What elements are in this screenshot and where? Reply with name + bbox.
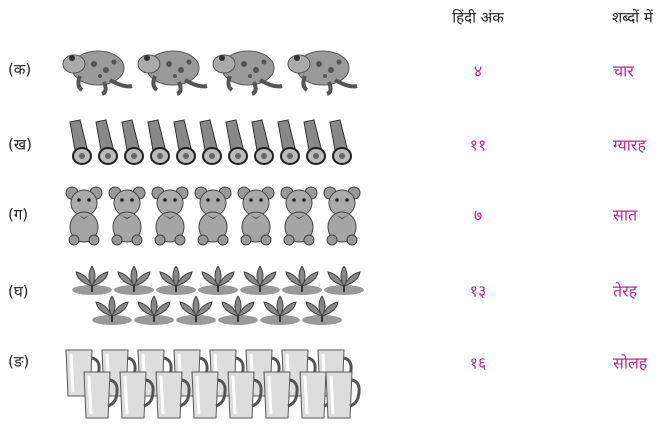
lotus-icon (259, 295, 301, 326)
frog-icon (211, 49, 284, 96)
teddy-icon (323, 186, 361, 246)
lotus-icon (113, 265, 155, 296)
jug-icon (324, 370, 361, 420)
teddy-icon (151, 186, 189, 246)
row-label: (ङ) (8, 353, 29, 371)
lotus-icon (155, 265, 197, 296)
torch-group (69, 119, 352, 165)
frog-icon (286, 49, 359, 96)
numeral: ७ (474, 206, 482, 225)
number-word: ग्यारह (613, 136, 646, 155)
lotus-icon (217, 295, 259, 326)
teddy-icon (108, 186, 146, 246)
frog-group (61, 49, 359, 96)
lotus-group (71, 265, 365, 326)
numeral: ४ (474, 62, 482, 81)
row-label: (घ) (8, 283, 29, 301)
lotus-icon (323, 265, 365, 296)
torch-icon (173, 119, 196, 165)
row-label: (ग) (8, 206, 28, 224)
teddy-icon (65, 186, 103, 246)
jug-group (64, 348, 361, 420)
number-word: सात (613, 206, 638, 225)
number-word: तेरह (613, 282, 638, 301)
row-label: (ख) (8, 136, 32, 154)
lotus-icon (197, 265, 239, 296)
frog-icon (136, 49, 209, 96)
torch-icon (251, 119, 274, 165)
torch-icon (329, 119, 352, 165)
numeral: १३ (470, 282, 487, 301)
lotus-icon (71, 265, 113, 296)
torch-icon (199, 119, 222, 165)
lotus-icon (133, 295, 175, 326)
lotus-icon (175, 295, 217, 326)
lotus-icon (301, 295, 343, 326)
torch-icon (277, 119, 300, 165)
torch-icon (69, 119, 92, 165)
teddy-icon (280, 186, 318, 246)
column-heading: शब्दों में (612, 9, 654, 27)
torch-icon (303, 119, 326, 165)
number-word: सोलह (613, 354, 648, 373)
column-heading: हिंदी अंक (452, 9, 504, 27)
torch-icon (121, 119, 144, 165)
teddy-group (65, 186, 361, 246)
lotus-icon (281, 265, 323, 296)
teddy-icon (237, 186, 275, 246)
lotus-icon (239, 265, 281, 296)
row-label: (क) (8, 61, 31, 79)
lotus-icon (91, 295, 133, 326)
frog-icon (61, 49, 134, 96)
numeral: १६ (470, 354, 487, 373)
torch-icon (225, 119, 248, 165)
torch-icon (147, 119, 170, 165)
torch-icon (95, 119, 118, 165)
number-word: चार (613, 62, 634, 81)
numeral: ११ (470, 136, 487, 155)
teddy-icon (194, 186, 232, 246)
